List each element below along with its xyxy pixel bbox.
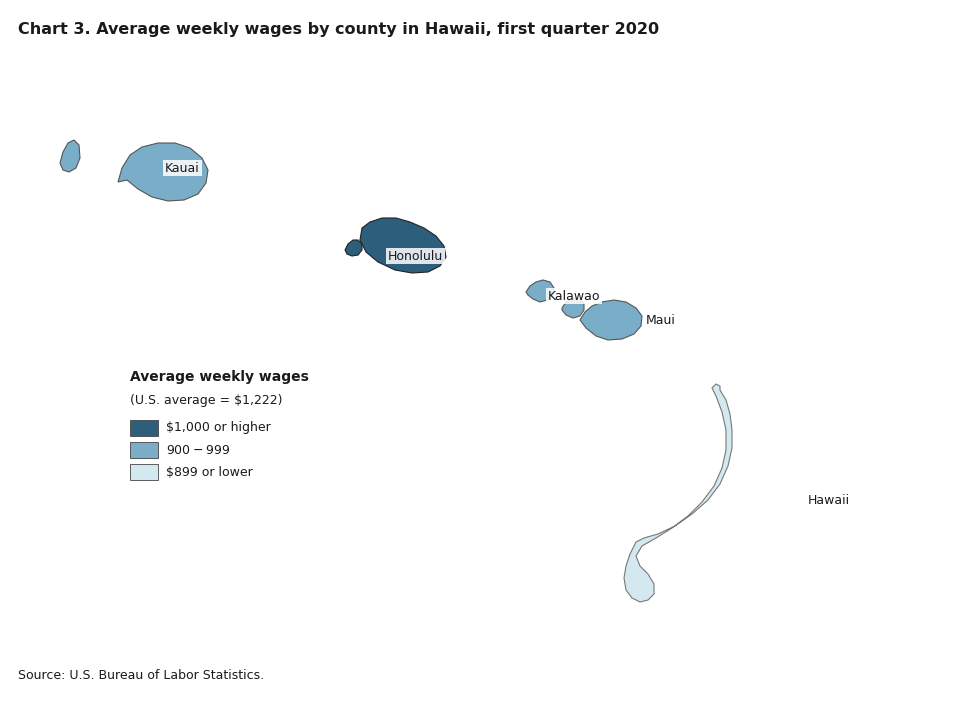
Text: Source: U.S. Bureau of Labor Statistics.: Source: U.S. Bureau of Labor Statistics.	[18, 669, 264, 682]
Polygon shape	[345, 240, 362, 256]
Text: Kauai: Kauai	[165, 161, 200, 175]
Polygon shape	[360, 218, 446, 273]
Text: Honolulu: Honolulu	[388, 249, 443, 263]
Text: $900 - $999: $900 - $999	[166, 444, 230, 456]
Polygon shape	[624, 384, 732, 602]
Text: Average weekly wages: Average weekly wages	[130, 370, 309, 384]
Polygon shape	[580, 300, 642, 340]
Text: Maui: Maui	[646, 314, 676, 326]
Text: $899 or lower: $899 or lower	[166, 465, 253, 479]
Text: (U.S. average = $1,222): (U.S. average = $1,222)	[130, 394, 283, 407]
Text: Hawaii: Hawaii	[808, 494, 850, 507]
FancyBboxPatch shape	[130, 464, 158, 480]
Polygon shape	[526, 280, 554, 302]
Text: Kalawao: Kalawao	[548, 289, 601, 303]
Text: Chart 3. Average weekly wages by county in Hawaii, first quarter 2020: Chart 3. Average weekly wages by county …	[18, 22, 659, 37]
Polygon shape	[118, 143, 208, 201]
Polygon shape	[60, 140, 80, 172]
Polygon shape	[562, 298, 584, 318]
FancyBboxPatch shape	[130, 420, 158, 436]
Text: $1,000 or higher: $1,000 or higher	[166, 421, 271, 435]
FancyBboxPatch shape	[130, 442, 158, 458]
